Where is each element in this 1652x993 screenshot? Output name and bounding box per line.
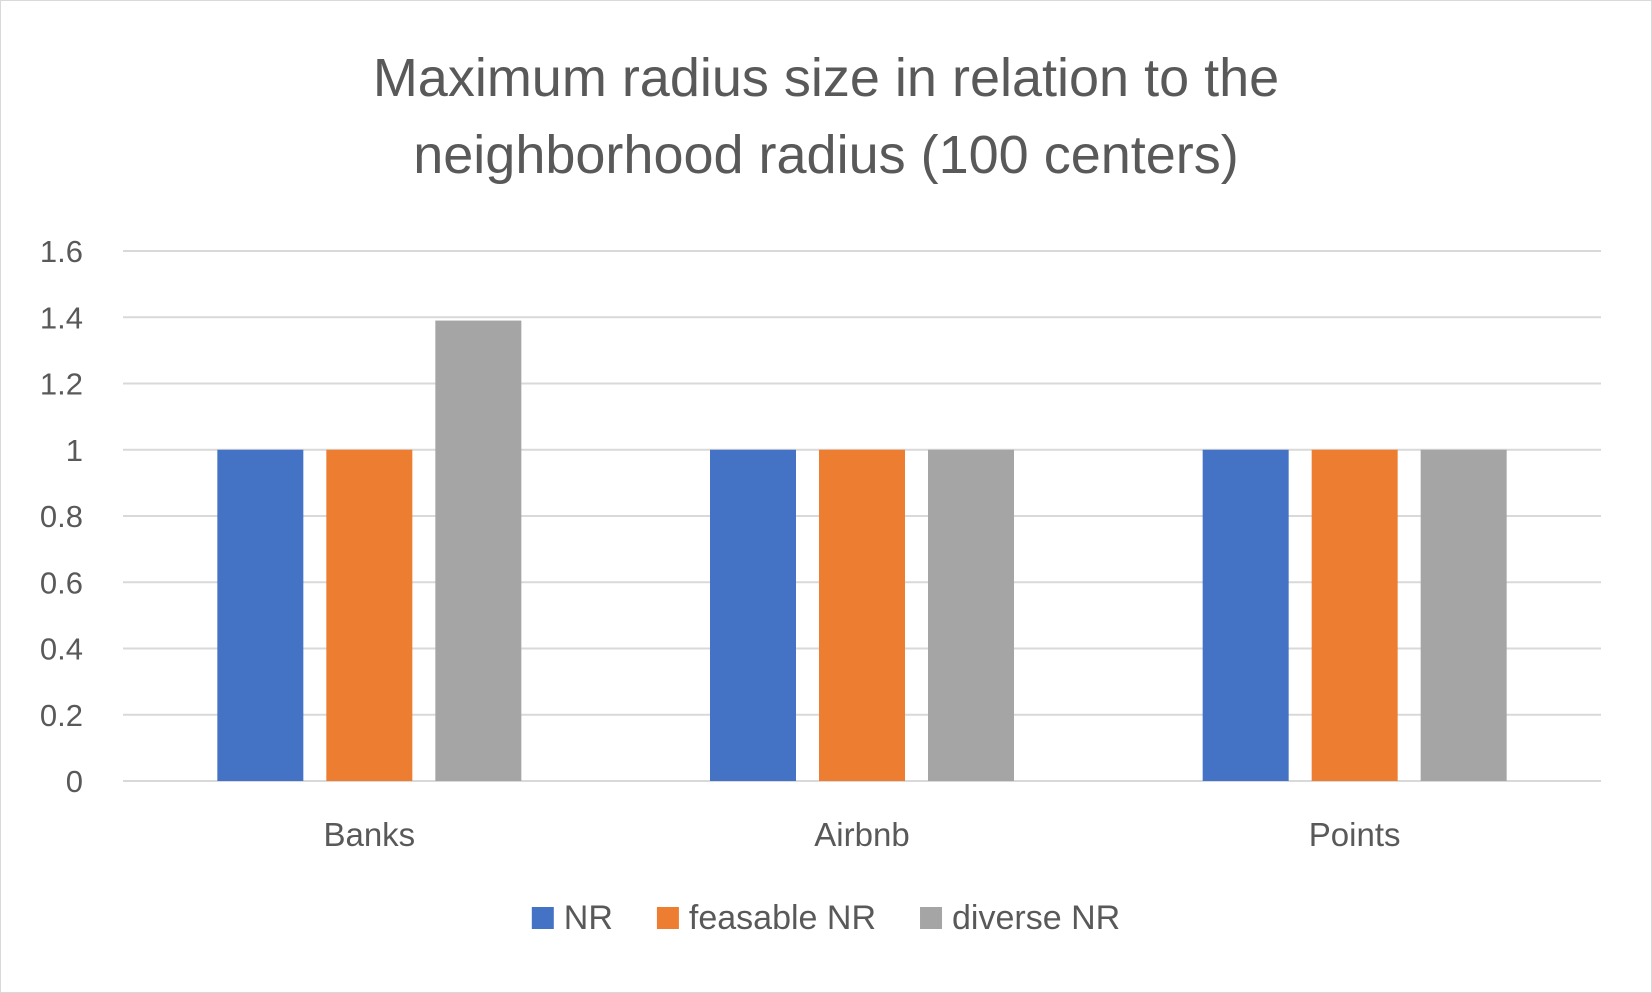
legend-item: diverse NR — [920, 899, 1120, 937]
bar-feasable-nr-airbnb — [819, 449, 905, 781]
x-axis-category-labels: Banks Airbnb Points — [323, 816, 1400, 853]
y-tick-label: 1.2 — [40, 367, 83, 402]
legend-swatch — [656, 907, 679, 929]
legend-label: feasable NR — [689, 899, 876, 937]
bar-feasable-nr-banks — [326, 449, 413, 781]
y-axis-tick-labels: 0 0.2 0.4 0.6 0.8 1 1.2 1.4 1.6 — [40, 234, 83, 799]
y-tick-label: 0.6 — [40, 565, 83, 600]
y-tick-label: 0 — [66, 764, 83, 799]
legend-swatch — [531, 907, 554, 929]
bar-feasable-nr-points — [1311, 449, 1398, 781]
bar-nr-banks — [217, 449, 304, 781]
y-tick-label: 0.8 — [40, 499, 83, 534]
bar-nr-airbnb — [710, 449, 796, 781]
bar-nr-points — [1202, 449, 1289, 781]
bars — [217, 320, 1507, 781]
y-tick-label: 1 — [66, 433, 83, 468]
x-category-label: Airbnb — [814, 816, 909, 853]
legend-swatch — [920, 907, 943, 929]
chart-title: Maximum radius size in relation to the n… — [373, 48, 1279, 185]
legend: NR feasable NR diverse NR — [531, 899, 1120, 937]
y-tick-label: 0.4 — [40, 632, 83, 667]
x-category-label: Points — [1309, 816, 1401, 853]
bar-diverse-nr-banks — [435, 320, 522, 781]
chart-title-line-1: Maximum radius size in relation to the — [373, 48, 1279, 108]
bar-diverse-nr-points — [1420, 449, 1507, 781]
legend-item: NR — [531, 899, 613, 937]
chart-title-line-2: neighborhood radius (100 centers) — [413, 125, 1239, 185]
x-category-label: Banks — [323, 816, 415, 853]
legend-label: NR — [564, 899, 613, 937]
legend-item: feasable NR — [656, 899, 876, 937]
y-tick-label: 0.2 — [40, 698, 83, 733]
y-tick-label: 1.4 — [40, 300, 83, 335]
legend-label: diverse NR — [952, 899, 1120, 937]
y-tick-label: 1.6 — [40, 234, 83, 269]
bar-diverse-nr-airbnb — [928, 449, 1014, 781]
